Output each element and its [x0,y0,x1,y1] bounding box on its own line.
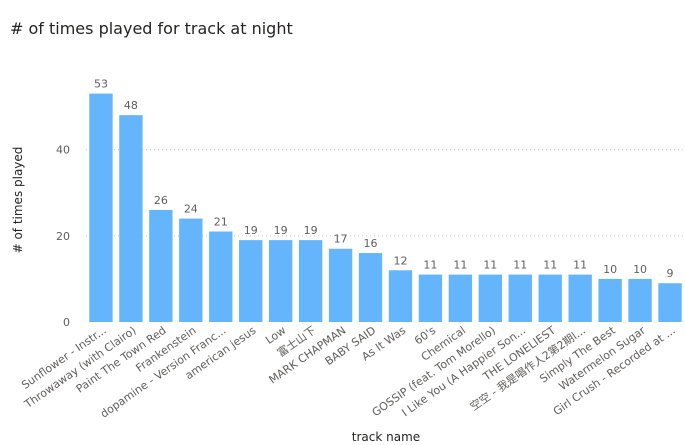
bar [328,248,353,322]
bars [89,93,682,322]
bar [358,253,383,322]
bar [598,278,622,322]
bar-data-label: 12 [393,254,407,267]
bar-data-label: 19 [304,224,318,237]
y-tick-label: 20 [56,230,70,243]
bar [268,240,293,322]
bar-data-label: 10 [633,263,647,276]
bar-data-label: 11 [483,259,497,272]
bar-data-label: 16 [364,237,378,250]
bar-data-label: 21 [214,216,228,229]
bar [538,274,562,322]
y-axis-title: # of times played [11,147,25,254]
bar-data-label: 53 [94,78,108,91]
bar [568,274,592,322]
bar [478,274,503,322]
bar [89,93,113,322]
bar-data-label: 10 [603,263,617,276]
bar [448,274,473,322]
bar [628,278,652,322]
y-tick-label: 40 [56,144,70,157]
x-axis-title: track name [352,430,420,444]
chart-title: # of times played for track at night [10,19,293,38]
bar [508,274,532,322]
y-tick-label: 0 [63,316,70,329]
bar-data-label: 9 [667,267,674,280]
bar-data-label: 19 [244,224,258,237]
bar-data-labels: 53 48 26 24 21 19 19 19 17 16 12 11 11 11 11 11 11 10 10 9 [94,78,674,281]
bar-data-label: 11 [513,259,527,272]
bar-data-label: 11 [423,259,437,272]
bar-data-label: 11 [573,259,587,272]
x-axis-tick-labels: Sunflower - Instr...Throwaway (with Clai… [19,323,678,421]
bar [179,218,203,322]
y-axis-ticks: 0 20 40 [56,144,70,329]
bar [298,240,323,322]
bar-data-label: 26 [154,194,168,207]
bar-data-label: 17 [334,233,348,246]
bar-data-label: 48 [124,99,138,112]
bar [388,270,413,322]
bar-data-label: 19 [274,224,288,237]
bar [658,283,682,322]
gridlines [86,149,685,237]
bar-data-label: 24 [184,203,198,216]
bar [149,209,173,322]
bar-data-label: 11 [453,259,467,272]
bar [119,115,143,322]
bar [239,240,263,322]
bar [418,274,443,322]
bar [209,231,233,322]
bar-data-label: 11 [543,259,557,272]
